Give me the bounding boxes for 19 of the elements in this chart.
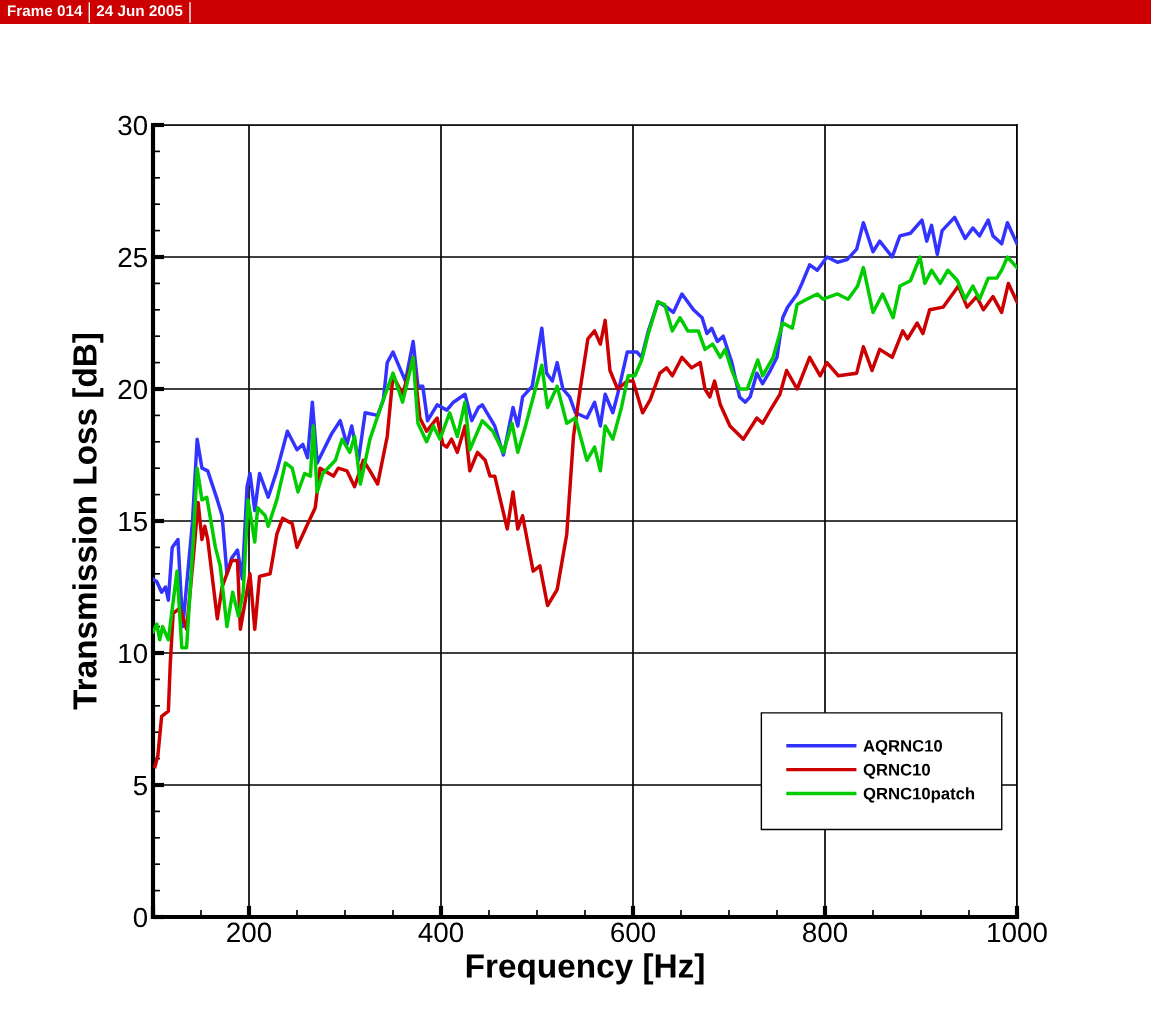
legend-label: QRNC10patch	[863, 787, 975, 803]
y-tick-label: 15	[119, 511, 147, 532]
y-tick-label: 0	[133, 907, 148, 928]
x-tick-label: 1000	[988, 922, 1047, 943]
x-tick-label: 800	[803, 922, 848, 943]
text: 24 Jun 2005	[96, 5, 183, 17]
y-axis-title: Transmission Loss [dB]	[72, 333, 104, 710]
y-tick-label: 30	[118, 115, 148, 136]
x-tick-label: 200	[227, 922, 272, 943]
x-axis-title: Frequency [Hz]	[466, 953, 704, 985]
y-tick-label: 10	[119, 643, 148, 664]
x-tick-label: 400	[418, 922, 464, 943]
y-tick-label: 25	[118, 247, 147, 268]
legend-label: AQRNC10	[863, 739, 942, 755]
y-tick-label: 5	[133, 775, 147, 796]
x-tick-label: 600	[611, 922, 656, 943]
y-tick-label: 20	[118, 379, 148, 400]
text: Frame 014	[7, 5, 83, 17]
legend-label: QRNC10	[863, 763, 930, 779]
